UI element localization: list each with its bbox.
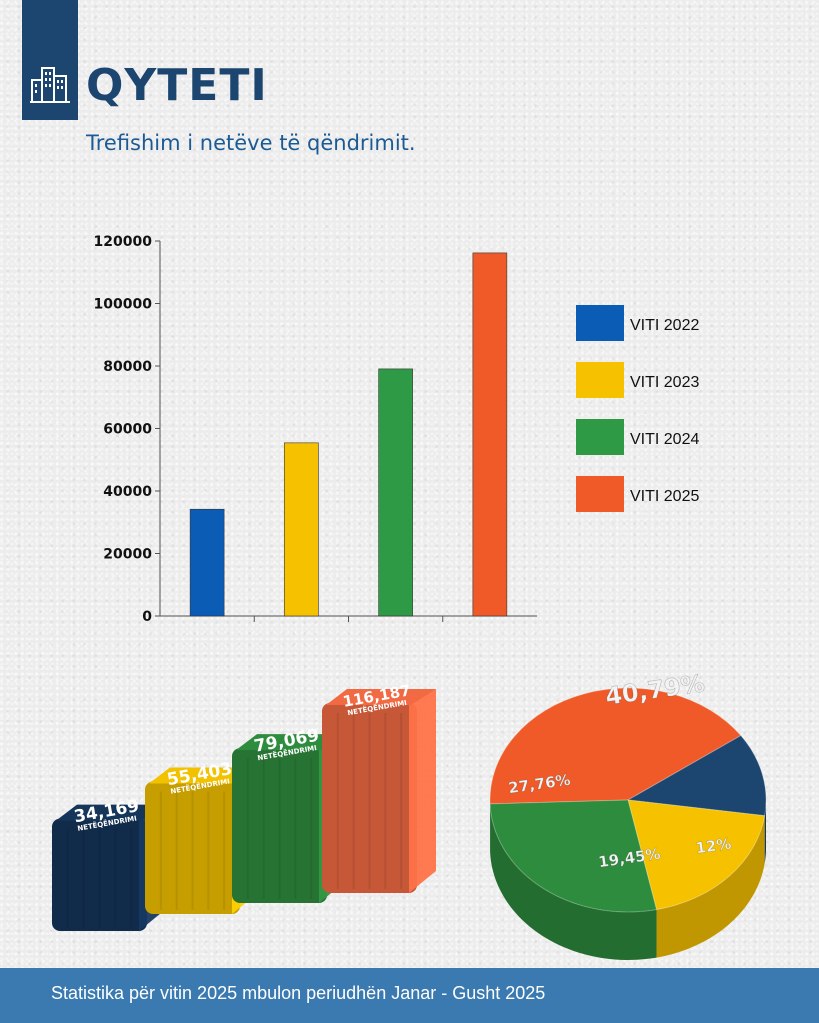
legend-swatch-1: [576, 305, 624, 341]
pie-side-2: [764, 800, 766, 864]
page-subtitle: Trefishim i netëve të qëndrimit.: [86, 131, 416, 155]
pie-slice-1: [489, 687, 742, 805]
legend-label: VITI 2024: [630, 431, 699, 448]
y-tick-label: 20000: [103, 547, 152, 563]
bar-3: [378, 368, 413, 617]
y-tick-label: 0: [142, 609, 152, 625]
y-tick-label: 100000: [94, 297, 153, 313]
bar-2: [284, 442, 319, 617]
legend-label: VITI 2022: [630, 317, 699, 334]
pie-slice-4: [489, 799, 658, 913]
bar-1: [189, 508, 225, 617]
bar-4: [472, 252, 508, 617]
y-tick-label: 60000: [103, 422, 152, 438]
pie-side-3: [656, 815, 765, 958]
iso-bar-group: 34,169NETËQËNDRIMI55,403NETËQËNDRIMI79,0…: [52, 681, 436, 931]
brand-title: QYTETI: [86, 60, 268, 111]
pie-side-4: [490, 803, 657, 960]
city-buildings-icon: [30, 67, 70, 103]
legend-swatch-4: [576, 476, 624, 512]
y-tick-label: 80000: [103, 359, 152, 375]
y-tick-label: 120000: [94, 234, 153, 250]
pie-slice-3: [627, 799, 766, 911]
legend-label: VITI 2023: [630, 374, 699, 391]
pie-label: 12%: [694, 835, 732, 858]
logo-box: [22, 0, 78, 120]
footer-note: Statistika për vitin 2025 mbulon periudh…: [51, 983, 546, 1003]
legend-swatch-3: [576, 419, 624, 455]
legend-swatch-2: [576, 362, 624, 398]
bar-chart: 0 20000 40000 60000 80000 100000 120000 VITI 20…: [94, 234, 700, 625]
pie-chart-3d: 40,79%12%19,45%27,76%: [489, 669, 767, 960]
y-tick-label: 40000: [103, 484, 152, 500]
legend-label: VITI 2025: [630, 488, 699, 505]
footer-bar: Statistika për vitin 2025 mbulon periudh…: [0, 968, 819, 1023]
pie-slice-2: [626, 734, 767, 817]
